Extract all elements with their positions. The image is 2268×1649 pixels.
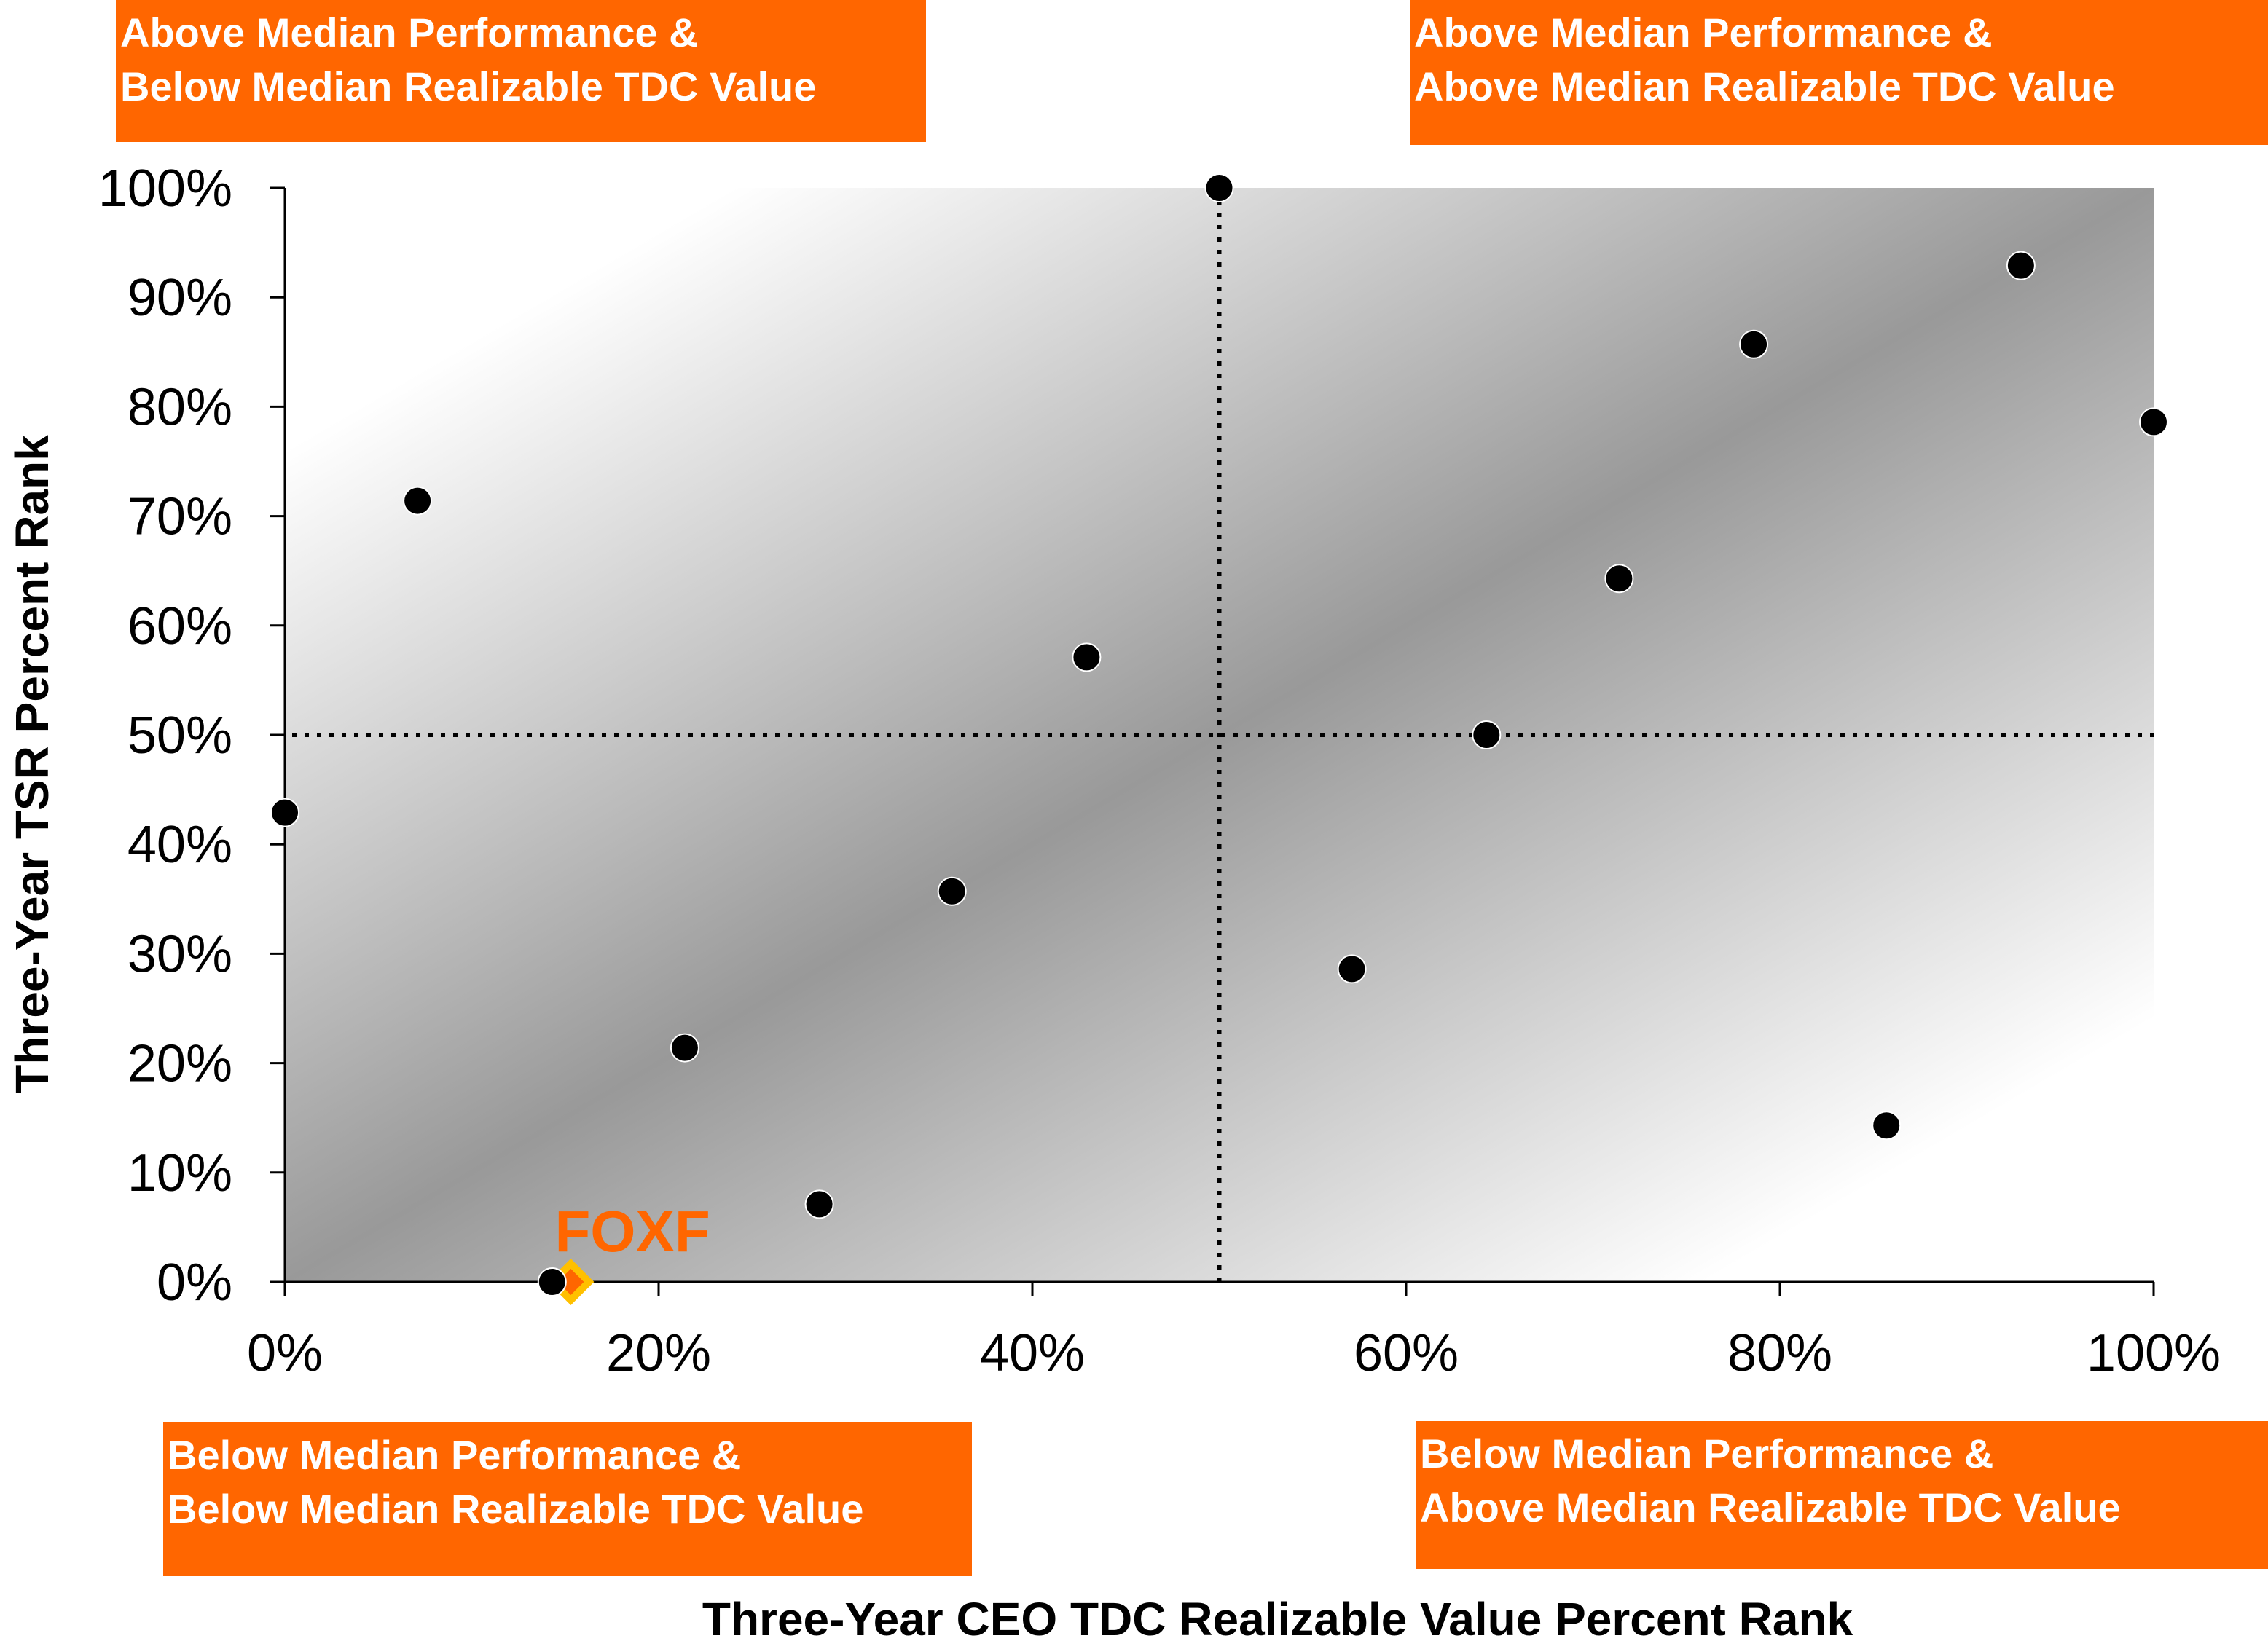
y-axis-title: Three-Year TSR Percent Rank: [6, 435, 58, 1093]
peer-point: [1204, 173, 1234, 202]
quadrant-label-top-right: Above Median Performance & Above Median …: [1410, 0, 2268, 145]
quadrant-label-top-left: Above Median Performance & Below Median …: [116, 0, 926, 142]
y-tick-label: 10%: [127, 1144, 232, 1203]
y-tick-label: 20%: [127, 1035, 232, 1093]
peer-point: [937, 876, 967, 906]
quadrant-label-bottom-right: Below Median Performance & Above Median …: [1416, 1421, 2268, 1569]
y-tick-label: 70%: [127, 488, 232, 546]
y-tick-label: 60%: [127, 597, 232, 656]
x-tick-label: 80%: [1727, 1324, 1832, 1382]
peer-point: [403, 486, 433, 516]
y-tick-label: 30%: [127, 925, 232, 983]
peer-point: [1739, 329, 1769, 359]
quadrant-label-bottom-left: Below Median Performance & Below Median …: [163, 1422, 972, 1576]
y-tick-label: 40%: [127, 816, 232, 874]
peer-point: [1872, 1111, 1902, 1141]
x-tick-label: 100%: [2087, 1324, 2221, 1382]
peer-point: [2006, 251, 2036, 280]
peer-point: [1072, 642, 1102, 672]
y-tick-label: 80%: [127, 378, 232, 436]
peer-point: [1472, 720, 1502, 749]
y-tick-label: 0%: [157, 1254, 232, 1312]
peer-point: [1337, 954, 1367, 984]
peer-point: [1604, 564, 1634, 594]
peer-point: [537, 1267, 567, 1296]
y-tick-label: 50%: [127, 707, 232, 765]
peer-point: [270, 798, 299, 827]
foxf-label: FOXF: [554, 1199, 710, 1264]
x-axis-title: Three-Year CEO TDC Realizable Value Perc…: [702, 1593, 1853, 1645]
peer-point: [670, 1033, 699, 1063]
x-tick-label: 60%: [1354, 1324, 1459, 1382]
peer-point: [2139, 407, 2168, 437]
peer-point: [804, 1189, 834, 1219]
y-tick-label: 100%: [98, 160, 232, 218]
y-tick-label: 90%: [127, 269, 232, 327]
x-tick-label: 0%: [247, 1324, 323, 1382]
x-tick-label: 20%: [606, 1324, 711, 1382]
x-tick-label: 40%: [980, 1324, 1085, 1382]
